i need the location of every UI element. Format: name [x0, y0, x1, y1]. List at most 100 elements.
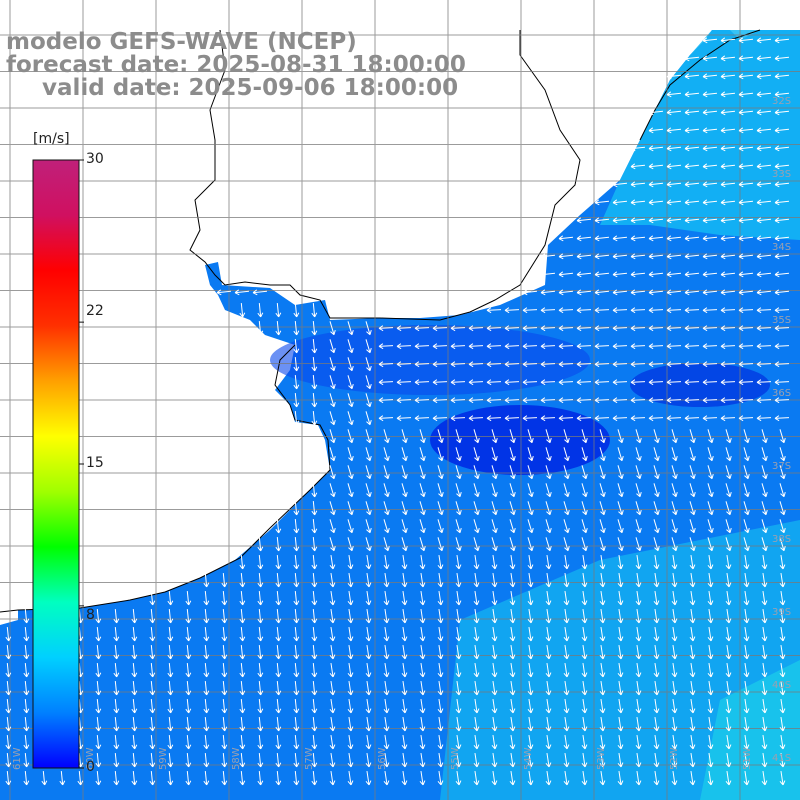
wind-arrow [581, 717, 588, 732]
wind-arrow [666, 181, 682, 188]
wind-arrow [725, 555, 732, 570]
wind-arrow [311, 626, 318, 642]
wind-arrow [221, 698, 228, 714]
wind-arrow [419, 753, 426, 768]
wind-arrow [738, 253, 754, 260]
wind-arrow [455, 429, 462, 444]
wind-arrow [653, 609, 660, 624]
wind-arrow [311, 554, 318, 570]
wind-arrow [617, 663, 624, 678]
wind-arrow [558, 415, 574, 422]
wind-arrow [185, 752, 192, 768]
wind-arrow [365, 699, 372, 714]
wind-arrow [702, 235, 718, 242]
wind-arrow [203, 698, 210, 714]
wind-arrow [275, 680, 282, 696]
wind-arrow [545, 483, 552, 498]
wind-arrow [738, 37, 754, 44]
wind-arrow [527, 717, 534, 732]
wind-arrow [648, 145, 664, 152]
wind-arrow [239, 662, 246, 678]
wind-arrow [203, 770, 210, 786]
wind-arrow [666, 91, 682, 98]
wind-arrow [347, 429, 354, 444]
wind-arrow [738, 235, 754, 242]
wind-arrow [581, 573, 588, 588]
wind-arrow [653, 573, 660, 588]
wind-arrow [185, 770, 192, 786]
wind-arrow [401, 501, 408, 516]
wind-arrow [779, 537, 786, 552]
wind-arrow [468, 397, 484, 404]
wind-arrow [257, 608, 264, 624]
wind-arrow [401, 717, 408, 732]
wind-arrow [522, 397, 538, 404]
wind-arrow [756, 253, 772, 260]
wind-arrow [666, 379, 682, 386]
wind-arrow [743, 735, 750, 750]
wind-arrow [540, 271, 556, 278]
wind-arrow [509, 501, 516, 516]
wind-arrow [599, 465, 606, 480]
wind-arrow [365, 645, 372, 660]
wind-arrow [257, 572, 264, 588]
wind-arrow [756, 415, 772, 422]
wind-arrow [689, 465, 696, 480]
wind-arrow [635, 429, 642, 444]
wind-arrow [563, 483, 570, 498]
wind-arrow [563, 519, 570, 534]
wind-arrow [707, 681, 714, 696]
wind-arrow [378, 343, 394, 350]
wind-arrow [648, 199, 664, 206]
wind-arrow [401, 609, 408, 624]
wind-arrow [563, 753, 570, 768]
wind-arrow [599, 627, 606, 642]
wind-arrow [612, 181, 628, 188]
wind-arrow [347, 627, 354, 642]
wind-arrow [378, 379, 394, 386]
wind-arrow [563, 537, 570, 552]
wind-arrow [486, 343, 502, 350]
wind-arrow [756, 199, 772, 206]
wind-arrow [779, 483, 786, 498]
wind-arrow [149, 590, 156, 606]
wind-arrow [293, 698, 300, 714]
wind-arrow [630, 379, 646, 386]
wind-arrow [275, 302, 282, 318]
wind-arrow [738, 271, 754, 278]
wind-arrow [707, 663, 714, 678]
wind-arrow [756, 307, 772, 314]
wind-arrow [509, 735, 516, 750]
wind-arrow [581, 645, 588, 660]
wind-arrow [720, 127, 736, 134]
wind-arrow [689, 429, 696, 444]
wind-arrow [761, 537, 768, 552]
wind-arrow [149, 626, 156, 642]
wind-arrow [347, 717, 354, 732]
wind-arrow [491, 717, 498, 732]
wind-arrow [95, 662, 102, 678]
wind-arrow [455, 465, 462, 480]
wind-arrow [113, 770, 120, 786]
wind-arrow [581, 627, 588, 642]
wind-arrow [612, 217, 628, 224]
wind-arrow [779, 663, 786, 678]
wind-arrow [329, 753, 336, 768]
wind-arrow [401, 573, 408, 588]
wind-arrow [630, 397, 646, 404]
wind-arrow [725, 645, 732, 660]
wind-arrow [653, 663, 660, 678]
wind-arrow [378, 397, 394, 404]
wind-arrow [545, 627, 552, 642]
wind-arrow [329, 357, 336, 372]
latitude-label: 39S [772, 607, 791, 618]
wind-arrow [311, 410, 318, 426]
wind-arrow [702, 415, 718, 422]
wind-arrow [635, 447, 642, 462]
wind-arrow [612, 397, 628, 404]
wind-arrow [702, 361, 718, 368]
wind-arrow [684, 253, 700, 260]
wind-arrow [671, 429, 678, 444]
wind-arrow [275, 536, 282, 552]
wind-arrow [558, 253, 574, 260]
